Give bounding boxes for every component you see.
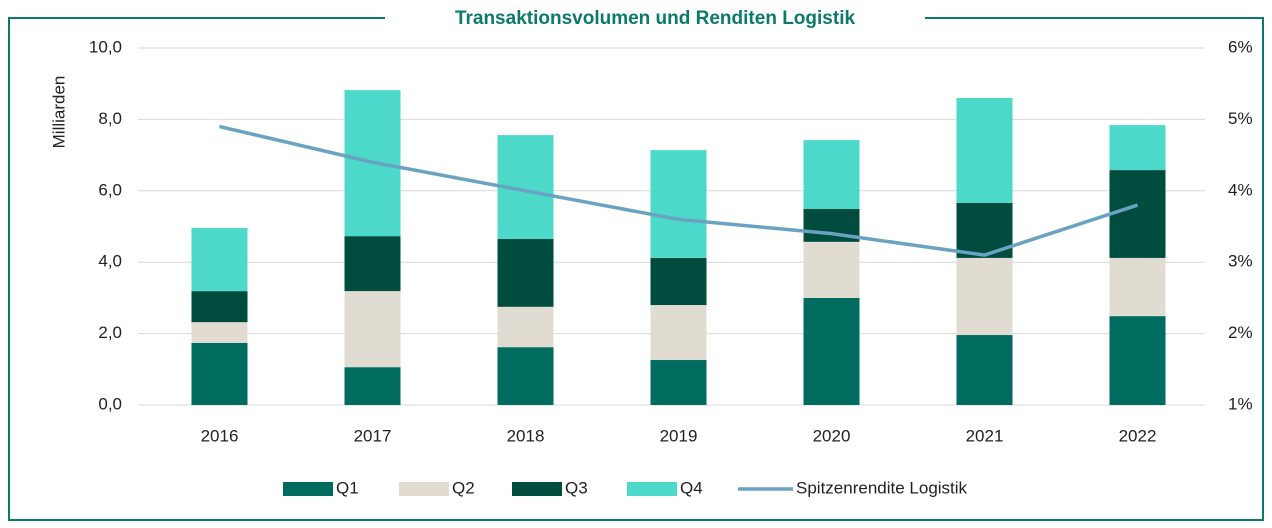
bar-segment <box>803 297 860 405</box>
bar-segment <box>803 241 860 298</box>
bar-segment <box>650 305 707 361</box>
legend-label: Q4 <box>680 478 703 497</box>
bar-segment <box>344 291 401 368</box>
y-tick-label: 6,0 <box>98 180 122 199</box>
legend-swatch <box>283 482 333 496</box>
bar-segment <box>344 236 401 292</box>
x-tick-label: 2021 <box>966 426 1004 445</box>
y2-tick-label: 5% <box>1228 109 1253 128</box>
y2-tick-label: 6% <box>1228 37 1253 56</box>
chart-title: Transaktionsvolumen und Renditen Logisti… <box>455 8 856 29</box>
bar-segment <box>1109 316 1166 405</box>
bar-segment <box>1109 170 1166 258</box>
bar-segment <box>191 342 248 405</box>
bar-segment <box>1109 125 1166 171</box>
bar-segment <box>344 367 401 405</box>
legend-label: Q3 <box>565 478 588 497</box>
legend-swatch <box>399 482 449 496</box>
bar-segment <box>956 257 1013 336</box>
y-tick-label: 4,0 <box>98 252 122 271</box>
x-tick-label: 2017 <box>354 426 392 445</box>
legend-label: Spitzenrendite Logistik <box>796 478 968 497</box>
legend-label: Q1 <box>336 478 359 497</box>
bar-segment <box>650 150 707 258</box>
x-tick-label: 2018 <box>507 426 545 445</box>
y2-tick-label: 4% <box>1228 180 1253 199</box>
x-tick-label: 2019 <box>660 426 698 445</box>
y2-tick-label: 2% <box>1228 323 1253 342</box>
y2-tick-label: 1% <box>1228 394 1253 413</box>
legend-swatch <box>627 482 677 496</box>
bar-segment <box>650 257 707 306</box>
bar-segment <box>497 238 554 307</box>
bar-segment <box>956 97 1013 203</box>
legend-swatch <box>512 482 562 496</box>
bar-segment <box>497 347 554 405</box>
y-tick-label: 0,0 <box>98 394 122 413</box>
bar-segment <box>191 227 248 292</box>
title-backdrop <box>385 6 925 32</box>
x-tick-label: 2022 <box>1119 426 1157 445</box>
y-axis-label: Milliarden <box>49 76 68 149</box>
x-tick-label: 2016 <box>201 426 239 445</box>
bar-segment <box>191 322 248 343</box>
line <box>219 124 1139 257</box>
y-tick-label: 2,0 <box>98 323 122 342</box>
bar-segment <box>497 306 554 348</box>
y-tick-label: 10,0 <box>89 37 122 56</box>
bar-segment <box>191 291 248 323</box>
bar-segment <box>650 360 707 405</box>
bar-segment <box>1109 257 1166 317</box>
legend-label: Q2 <box>452 478 475 497</box>
y-tick-label: 8,0 <box>98 109 122 128</box>
x-tick-label: 2020 <box>813 426 851 445</box>
bar-segment <box>803 140 860 210</box>
bar-segment <box>956 335 1013 405</box>
y2-tick-label: 3% <box>1228 252 1253 271</box>
